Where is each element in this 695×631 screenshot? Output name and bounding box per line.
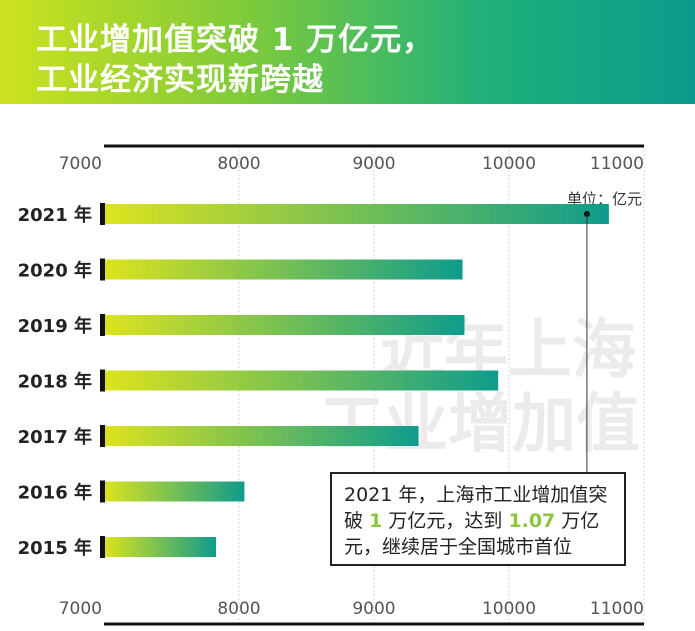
x-tick-label: 9000 [352, 154, 395, 174]
category-label: 2018 年 [18, 371, 92, 393]
category-label: 2021 年 [18, 204, 92, 226]
x-tick-label: 11000 [590, 599, 644, 619]
bar-base-marker [100, 314, 105, 336]
bar-base-marker [100, 203, 105, 225]
bar-base-marker [100, 258, 105, 281]
category-label: 2019 年 [18, 315, 92, 337]
x-tick-label: 10000 [482, 599, 536, 619]
bar-base-marker [100, 480, 105, 503]
bar [104, 204, 609, 224]
bar-base-marker [100, 536, 105, 558]
x-tick-label: 8000 [217, 599, 260, 619]
bar [104, 426, 419, 446]
x-tick-label: 8000 [217, 154, 260, 174]
x-tick-label: 10000 [482, 154, 536, 174]
bar [104, 481, 245, 502]
note-text-3: 万亿元，继续居于全国城市首位 [344, 510, 600, 558]
x-tick-label: 11000 [590, 154, 644, 174]
category-label: 2016 年 [18, 482, 92, 504]
watermark-line-2: 工业增加值 [320, 388, 640, 462]
x-tick-label: 7000 [59, 154, 102, 174]
category-label: 2015 年 [18, 537, 92, 559]
title-line-1: 工业增加值突破 1 万亿元， [36, 22, 435, 58]
title-banner: 工业增加值突破 1 万亿元， 工业经济实现新跨越 [0, 0, 695, 104]
bar [104, 370, 499, 391]
x-tick-label: 9000 [352, 599, 395, 619]
category-label: 2017 年 [18, 426, 92, 448]
note-text-2: 万亿元，达到 [382, 510, 509, 532]
x-tick-label: 7000 [59, 599, 102, 619]
annotation-box: 2021 年，上海市工业增加值突破 1 万亿元，达到 1.07 万亿元，继续居于… [330, 472, 626, 566]
bar [104, 259, 463, 280]
note-highlight-1: 1 [369, 510, 383, 532]
unit-label: 单位：亿元 [567, 190, 642, 208]
bar-base-marker [100, 369, 105, 392]
note-highlight-2: 1.07 [508, 510, 556, 532]
bar [104, 537, 217, 557]
title-line-2: 工业经济实现新跨越 [36, 62, 324, 98]
bar-base-marker [100, 425, 105, 447]
bar [104, 315, 465, 335]
note-text-1: 2021 年，上海市工业增加值突破 [344, 484, 608, 532]
category-label: 2020 年 [18, 260, 92, 282]
